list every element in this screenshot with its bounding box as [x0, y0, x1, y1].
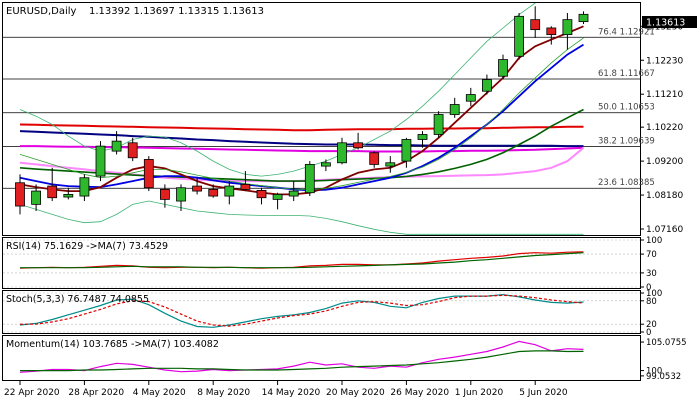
price-panel-frame [2, 2, 641, 236]
price-indicator-line [19, 108, 584, 182]
price-plot: 76.4 1.12921 61.8 1.11667 50.0 1.10653 38.2… [3, 3, 683, 235]
rsi-line [20, 252, 584, 269]
indicator-tick-label: 105.0755 [646, 338, 687, 348]
candle-bearish [546, 27, 557, 36]
momentum-line [19, 340, 584, 373]
fib-level-label: 76.4 1.12921 [598, 27, 655, 37]
candle-bullish [224, 185, 235, 197]
candle-bearish [353, 142, 364, 149]
candle-bearish [240, 184, 251, 190]
candle-bearish [15, 182, 25, 207]
y-tick-label: 1.07160 [646, 225, 683, 235]
fib-level-label: 23.6 1.08385 [598, 178, 655, 188]
x-tick-label: 14 May 2020 [262, 388, 321, 398]
candle-bullish [288, 190, 299, 197]
indicator-tick-label: 100 [646, 289, 662, 299]
candle-bullish [31, 190, 42, 205]
indicator-tick-label: 99.0532 [646, 372, 681, 382]
fib-level-label: 50.0 1.10653 [598, 103, 655, 113]
indicator-lines [19, 3, 585, 235]
indicator-tick-label: 70 [646, 250, 657, 260]
x-tick-label: 8 May 2020 [197, 388, 250, 398]
x-axis: 22 Apr 2020 28 Apr 2020 4 May 2020 8 May 20… [4, 381, 568, 398]
fib-level-label: 61.8 1.11667 [598, 69, 655, 79]
candle-bullish [320, 162, 331, 167]
candle-bullish [385, 162, 396, 167]
rsi-panel-frame [2, 237, 641, 289]
candle-bullish [514, 15, 524, 57]
candle-bearish [192, 185, 203, 192]
candle-bullish [481, 79, 492, 92]
candle-bullish [63, 193, 74, 198]
candle-bearish [369, 152, 380, 165]
momentum-panel-frame [2, 335, 641, 381]
candle-bearish [47, 185, 58, 199]
indicator-tick-label: 20 [646, 320, 657, 330]
price-indicator-line [19, 37, 584, 191]
candle-bullish [79, 177, 90, 197]
indicator-tick-label: 0 [646, 328, 651, 338]
candle-bullish [449, 104, 460, 115]
candle-bearish [143, 159, 154, 189]
y-tick-label: 1.10220 [646, 123, 683, 133]
indicator-tick-label: 100 [646, 367, 662, 377]
chart-title: EURUSD,Daily [6, 6, 77, 17]
fib-level-label: 38.2 1.09639 [598, 136, 655, 146]
rsi-plot: 100 70 30 0 [3, 236, 662, 293]
x-tick-label: 20 May 2020 [326, 388, 385, 398]
last-price-badge [642, 16, 697, 28]
candle-bullish [95, 145, 106, 177]
candle-bearish [208, 188, 219, 197]
last-price-label: 1.13613 [646, 18, 685, 29]
x-tick-label: 28 Apr 2020 [68, 388, 124, 398]
y-tick-label: 1.09200 [646, 157, 683, 167]
indicator-tick-label: 100 [646, 236, 662, 246]
rsi-header: RSI(14) 75.1629 ->MA(7) 73.4529 [6, 241, 168, 252]
y-tick-label: 1.08180 [646, 191, 683, 201]
candle-bullish [401, 139, 412, 162]
candle-bullish [498, 59, 508, 77]
price-indicator-line [19, 130, 584, 148]
momentum-header: Momentum(14) 103.7685 ->MA(7) 103.4082 [6, 339, 219, 350]
candle-bullish [111, 140, 122, 152]
x-tick-label: 22 Apr 2020 [4, 388, 60, 398]
x-tick-label: 4 May 2020 [133, 388, 186, 398]
indicator-tick-label: 0 [646, 283, 651, 293]
indicator-tick-label: 80 [646, 297, 657, 307]
candle-bearish [530, 19, 541, 31]
candle-bullish [465, 94, 476, 102]
candle-bullish [304, 164, 315, 194]
rsi-line [19, 251, 584, 269]
candle-bullish [433, 114, 444, 135]
candle-bearish [256, 189, 267, 199]
candle-bullish [337, 142, 347, 164]
candle-bullish [176, 187, 186, 202]
x-tick-label: 26 May 2020 [390, 388, 449, 398]
price-indicator-line [19, 123, 584, 132]
candle-bullish [578, 13, 589, 23]
candle-bullish [417, 134, 428, 140]
candle-bearish [127, 142, 138, 159]
candle-bullish [272, 193, 283, 200]
y-tick-label: 1.12230 [646, 56, 683, 66]
x-tick-label: 1 Jun 2020 [455, 388, 504, 398]
candle-bullish [562, 19, 573, 36]
ohlc-values: 1.13392 1.13697 1.13315 1.13613 [89, 6, 264, 17]
indicator-tick-label: 30 [646, 269, 657, 279]
price-indicator-line [19, 200, 584, 235]
y-tick-label: 1.11210 [646, 90, 683, 100]
momentum-line [20, 350, 584, 372]
candle-bearish [159, 188, 170, 200]
x-tick-label: 5 Jun 2020 [519, 388, 568, 398]
stoch-line [20, 294, 584, 327]
stoch-header: Stoch(5,3,3) 76.7487 74.0855 [6, 294, 149, 305]
